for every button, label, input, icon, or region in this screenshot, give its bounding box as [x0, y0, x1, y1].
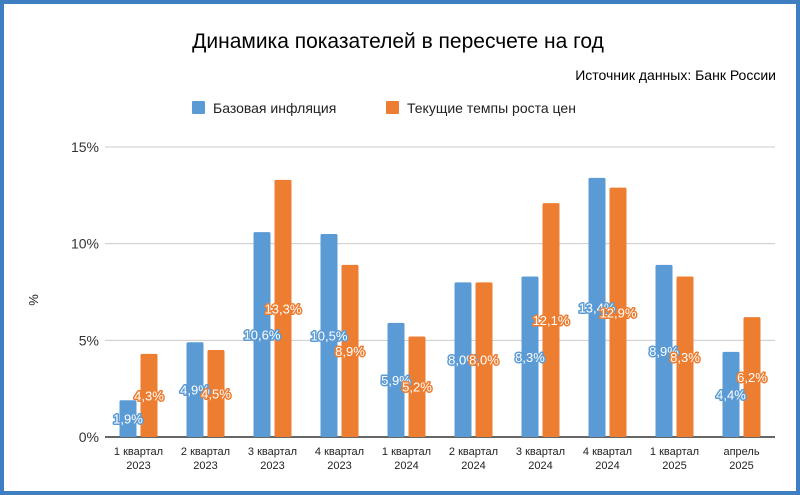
x-tick-label: 1 квартал — [382, 446, 431, 458]
data-label: 13,4% — [579, 300, 616, 315]
x-tick-label: 2023 — [126, 460, 150, 472]
bar-current — [140, 353, 158, 437]
data-label: 8,0% — [469, 353, 499, 368]
x-tick-label: 2024 — [595, 460, 619, 472]
y-tick-label: 5% — [79, 332, 99, 348]
x-tick-label: 2024 — [461, 460, 485, 472]
chart-subtitle: Источник данных: Банк России — [575, 67, 776, 83]
bar-current — [475, 282, 493, 437]
data-label: 10,6% — [244, 328, 281, 343]
bar-current — [207, 350, 225, 437]
data-label: 1,9% — [113, 412, 143, 427]
y-tick-label: 15% — [71, 139, 99, 155]
x-tick-label: 2024 — [528, 460, 552, 472]
chart-title: Динамика показателей в пересчете на год — [192, 30, 604, 53]
bar-base — [253, 232, 271, 437]
bar-current — [676, 276, 694, 437]
bar-base — [186, 342, 204, 437]
x-tick-label: 2025 — [729, 460, 753, 472]
data-label: 8,3% — [670, 350, 700, 365]
bar-current — [542, 203, 560, 437]
data-label: 8,9% — [335, 344, 365, 359]
x-tick-label: 2 квартал — [449, 446, 498, 458]
data-label: 8,3% — [515, 350, 545, 365]
legend: Базовая инфляция Текущие темпы роста цен — [192, 100, 576, 116]
data-label: 13,3% — [265, 301, 302, 316]
bar-base — [521, 276, 539, 437]
x-tick-label: 1 квартал — [114, 446, 163, 458]
bar-base — [119, 400, 137, 437]
bar-base — [454, 282, 472, 437]
x-tick-label: 2023 — [193, 460, 217, 472]
bar-current — [274, 179, 292, 437]
data-label: 4,5% — [201, 387, 231, 402]
x-tick-label: 3 квартал — [248, 446, 297, 458]
y-tick-label: 0% — [79, 429, 99, 445]
data-label: 8,9% — [649, 344, 679, 359]
bar-base — [387, 322, 405, 437]
data-label: 5,9% — [381, 373, 411, 388]
x-tick-label: 2023 — [260, 460, 284, 472]
data-label: 10,5% — [311, 329, 348, 344]
x-tick-label: 3 квартал — [516, 446, 565, 458]
data-label: 4,4% — [716, 387, 746, 402]
legend-label-base: Базовая инфляция — [213, 100, 336, 116]
y-tick-label: 10% — [71, 236, 99, 252]
x-tick-label: 2023 — [327, 460, 351, 472]
x-tick-label: 2 квартал — [181, 446, 230, 458]
data-label: 12,9% — [600, 305, 637, 320]
x-tick-label: 4 квартал — [583, 446, 632, 458]
x-tick-label: 4 квартал — [315, 446, 364, 458]
bar-current — [341, 264, 359, 437]
x-tick-label: 2024 — [394, 460, 418, 472]
data-label: 8,0% — [448, 353, 478, 368]
y-axis-label: % — [26, 294, 41, 306]
bar-base — [588, 177, 606, 437]
bar-base — [320, 234, 338, 437]
data-label: 4,9% — [180, 383, 210, 398]
bar-current — [609, 187, 627, 437]
data-label: 5,2% — [402, 380, 432, 395]
data-label: 12,1% — [533, 313, 570, 328]
bar-current — [743, 317, 761, 437]
data-label: 4,3% — [134, 388, 164, 403]
bar-base — [722, 351, 740, 437]
x-tick-label: апрель — [723, 446, 759, 458]
x-tick-label: 1 квартал — [650, 446, 699, 458]
data-label: 6,2% — [737, 370, 767, 385]
legend-label-current: Текущие темпы роста цен — [407, 100, 576, 116]
legend-swatch-base — [192, 101, 205, 114]
bar-current — [408, 336, 426, 437]
x-tick-label: 2025 — [662, 460, 686, 472]
bar-base — [655, 264, 673, 437]
legend-swatch-current — [386, 101, 399, 114]
